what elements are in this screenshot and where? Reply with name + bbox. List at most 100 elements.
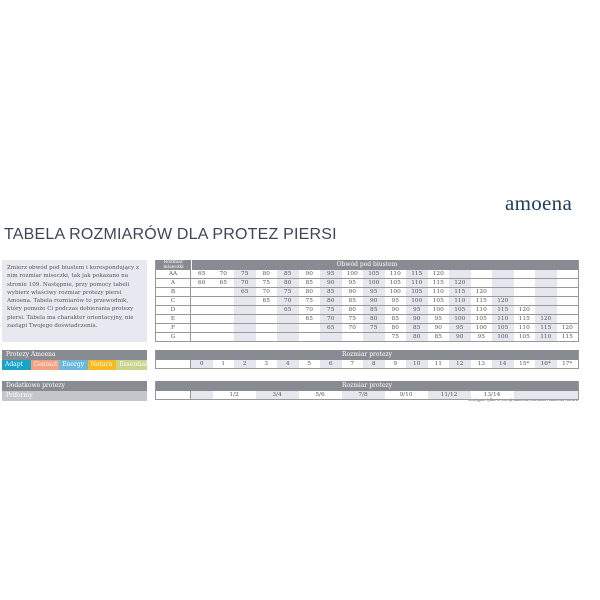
prosthesis-size-cell: 12 — [449, 360, 471, 368]
band-size-cell — [299, 333, 321, 341]
cup-size-label: F — [156, 324, 191, 332]
band-size-cell — [213, 288, 235, 296]
band-size-cell: 90 — [363, 297, 385, 305]
band-size-cell: 95 — [406, 306, 428, 314]
band-size-cell: 95 — [320, 270, 342, 278]
band-size-cell — [299, 324, 321, 332]
band-size-cell: 115 — [432, 280, 444, 286]
prosthesis-size-row: 0 1 2 3 4 5 6 7 8 9 10 11 12 13 14 15* 16* 17* — [156, 360, 578, 369]
band-size-cell — [256, 306, 278, 314]
band-size-cell: 80 — [305, 289, 313, 295]
band-size-cell: 80 — [363, 315, 385, 323]
band-size-cell: 90 — [434, 325, 442, 331]
band-size-cell — [363, 333, 385, 341]
band-size-cell: 115 — [475, 298, 487, 304]
prosthesis-size-cell: 2 — [234, 360, 256, 368]
size-table-header: Rozmiar miseczki Obwód pod biustem — [156, 260, 578, 270]
band-size-cell: 115 — [449, 288, 471, 296]
band-size-cell — [557, 306, 579, 314]
page-title: TABELA ROZMIARÓW DLA PROTEZ PIERSI — [4, 226, 337, 243]
product-legend: Adapt Contact Energy Natura Essential — [2, 360, 148, 370]
band-size-cell — [213, 297, 235, 305]
band-size-cell: 65 — [277, 306, 299, 314]
table-row: B 65 70 75 80 85 90 95 100 105 110 115 120 — [156, 288, 578, 297]
band-size-cell — [256, 333, 278, 341]
band-size-cell — [557, 297, 579, 305]
band-size-cell: 95 — [391, 298, 399, 304]
band-size-cell: 95 — [449, 324, 471, 332]
intro-text: Zmierz obwód pod biustem i korespondując… — [2, 260, 147, 342]
cup-size-label: B — [156, 288, 191, 296]
priform-size-cell: 9/10 — [399, 392, 413, 398]
prosthesis-size-cell: 9 — [393, 361, 398, 367]
band-size-cell — [535, 297, 557, 305]
band-size-cell: 95 — [348, 280, 356, 286]
band-size-cell: 100 — [475, 325, 487, 331]
priform-size-cell: 1/2 — [229, 392, 239, 398]
band-size-cell: 110 — [432, 289, 444, 295]
priform-size-header: Rozmiar protezy — [156, 381, 578, 391]
band-size-cell: 85 — [434, 334, 442, 340]
band-size-cell: 100 — [449, 315, 471, 323]
band-size-cell: 105 — [449, 306, 471, 314]
footnote: *Dostępne tylko w wersji Amoena Essentia… — [466, 398, 578, 402]
band-size-cell — [234, 315, 256, 323]
prosthesis-size-cell: 0 — [191, 360, 213, 368]
priform-size-cell — [513, 391, 578, 399]
priform-size-cell — [191, 391, 213, 399]
band-size-cell: 105 — [475, 316, 487, 322]
band-size-cell — [234, 306, 256, 314]
band-size-cell: 80 — [406, 333, 428, 341]
product-adapt: Adapt — [2, 360, 31, 370]
products-label: Protezy Amoena — [2, 350, 147, 360]
cup-size-label: D — [156, 306, 191, 314]
band-size-cell — [471, 279, 493, 287]
band-size-cell: 95 — [434, 316, 442, 322]
table-row: F 65 70 75 80 85 90 95 100 105 110 115 120 — [156, 324, 578, 333]
prosthesis-size-cell: 8 — [363, 360, 385, 368]
band-size-cell: 115 — [561, 334, 573, 340]
prosthesis-size-cell: 14 — [492, 360, 514, 368]
band-size-cell: 100 — [492, 333, 514, 341]
band-size-cell: 80 — [262, 271, 270, 277]
cup-size-header: Rozmiar miseczki — [156, 260, 192, 270]
band-size-cell: 100 — [406, 297, 428, 305]
band-size-cell: 65 — [262, 298, 270, 304]
band-size-cell: 90 — [449, 333, 471, 341]
band-size-cell: 80 — [391, 325, 399, 331]
band-size-cell: 65 — [234, 288, 256, 296]
band-size-cell: 120 — [518, 307, 530, 313]
priformy-label: Priformy — [2, 391, 147, 401]
band-size-cell: 120 — [492, 297, 514, 305]
band-size-cell: 65 — [320, 324, 342, 332]
band-size-cell: 95 — [363, 288, 385, 296]
cup-size-label: C — [156, 297, 191, 305]
band-size-cell — [191, 333, 213, 341]
band-size-cell — [213, 306, 235, 314]
band-size-cell — [535, 270, 557, 278]
band-size-cell: 75 — [305, 298, 313, 304]
band-size-cell: 75 — [348, 316, 356, 322]
additional-label: Dodatkowe protezy — [2, 381, 147, 391]
band-size-cell: 110 — [406, 279, 428, 287]
band-size-cell — [191, 315, 213, 323]
band-size-cell — [277, 333, 299, 341]
prosthesis-size-cell: 15* — [519, 361, 530, 367]
band-size-cell — [256, 324, 278, 332]
band-size-cell: 70 — [262, 289, 270, 295]
band-size-cell: 90 — [305, 271, 313, 277]
prosthesis-size-cell: 6 — [320, 360, 342, 368]
band-size-cell: 75 — [262, 280, 270, 286]
prosthesis-size-cell: 10 — [406, 360, 428, 368]
band-size-cell — [191, 324, 213, 332]
band-size-cell — [449, 270, 471, 278]
table-row: D 65 70 75 80 85 90 95 100 105 110 115 120 — [156, 306, 578, 315]
band-size-cell: 75 — [277, 288, 299, 296]
empty-cell — [156, 391, 191, 399]
band-size-cell — [535, 306, 557, 314]
band-size-cell — [492, 279, 514, 287]
band-size-cell: 95 — [477, 334, 485, 340]
band-size-cell — [557, 270, 579, 278]
band-size-cell: 105 — [518, 334, 530, 340]
band-size-cell — [213, 315, 235, 323]
